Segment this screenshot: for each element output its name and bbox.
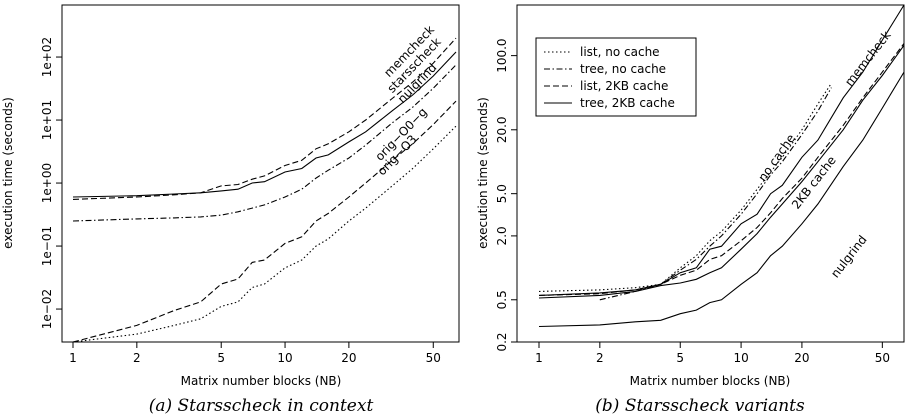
panel-b-legend: list, no cache tree, no cache list, 2KB ca… xyxy=(535,37,697,117)
legend-entry-label: list, 2KB cache xyxy=(580,79,668,93)
annotation-no-cache: no cache xyxy=(755,131,798,184)
x-tick-label: 1 xyxy=(69,351,77,365)
panel-b-y-ticks: 0.2 0.5 2.0 5.0 20.0 100.0 xyxy=(495,38,517,352)
y-tick-label: 5.0 xyxy=(495,184,509,203)
y-tick-label: 1e+00 xyxy=(40,163,54,203)
x-tick-label: 2 xyxy=(133,351,141,365)
panel-a-caption: (a) Starsscheck in context xyxy=(149,396,374,416)
annotation-2kb-cache: 2KB cache xyxy=(789,153,839,211)
annotation-memcheck: memcheck xyxy=(842,28,894,89)
panel-a-y-ticks: 1e−02 1e−01 1e+00 1e+01 1e+02 xyxy=(40,37,62,329)
legend-entry-label: tree, no cache xyxy=(580,62,666,76)
panel-a-series-labels: memcheckstarsschecknulgrindorig−O0−gorig… xyxy=(372,23,443,179)
series-line-memcheck xyxy=(538,4,905,296)
panel-b-x-ticks: 1 2 5 10 20 50 xyxy=(535,342,890,365)
x-tick-label: 10 xyxy=(277,351,292,365)
y-tick-label: 1e−02 xyxy=(40,289,54,329)
legend-entry-label: list, no cache xyxy=(580,45,660,59)
legend-entry-label: tree, 2KB cache xyxy=(580,96,675,110)
panel-b-series xyxy=(538,4,905,328)
x-tick-label: 10 xyxy=(733,351,748,365)
series-line-tree-2kb-cache xyxy=(538,44,905,299)
panel-a-x-ticks: 1 2 5 10 20 50 xyxy=(69,342,441,365)
panel-a-series xyxy=(72,37,457,343)
panel-a: 1 2 5 10 20 50 1e−02 1e−01 1e+00 1e+01 1e+02 memc… xyxy=(1,4,460,416)
x-tick-label: 1 xyxy=(535,351,543,365)
panel-b-plot-frame xyxy=(516,4,905,343)
panel-a-y-axis-label: execution time (seconds) xyxy=(1,97,15,249)
x-tick-label: 20 xyxy=(794,351,809,365)
y-tick-label: 1e+01 xyxy=(40,100,54,140)
panel-b: 1 2 5 10 20 50 0.2 0.5 2.0 5.0 20.0 100.0 memcheck… xyxy=(476,4,905,416)
series-line-memcheck xyxy=(72,37,457,200)
y-tick-label: 0.5 xyxy=(495,290,509,309)
series-line-orig-o0-g xyxy=(72,100,457,343)
panel-b-caption: (b) Starsscheck variants xyxy=(595,396,805,416)
y-tick-label: 1e+02 xyxy=(40,37,54,77)
y-tick-label: 20.0 xyxy=(495,116,509,143)
y-tick-label: 0.2 xyxy=(495,332,509,351)
annotation-nulgrind: nulgrind xyxy=(828,233,870,281)
series-line-orig-o3 xyxy=(72,125,457,343)
panel-a-x-axis-label: Matrix number blocks (NB) xyxy=(181,374,342,388)
series-line-nulgrind xyxy=(538,71,905,328)
x-tick-label: 5 xyxy=(676,351,684,365)
x-tick-label: 5 xyxy=(217,351,225,365)
panel-a-plot-frame xyxy=(61,4,460,343)
x-tick-label: 50 xyxy=(875,351,890,365)
y-tick-label: 100.0 xyxy=(495,38,509,72)
x-tick-label: 50 xyxy=(426,351,441,365)
y-tick-label: 1e−01 xyxy=(40,226,54,266)
x-tick-label: 2 xyxy=(596,351,604,365)
panel-b-y-axis-label: execution time (seconds) xyxy=(476,97,490,249)
x-tick-label: 20 xyxy=(341,351,356,365)
series-line-starsscheck xyxy=(72,51,457,198)
series-line-list-no-cache xyxy=(538,82,832,292)
panel-b-x-axis-label: Matrix number blocks (NB) xyxy=(630,374,791,388)
y-tick-label: 2.0 xyxy=(495,226,509,245)
